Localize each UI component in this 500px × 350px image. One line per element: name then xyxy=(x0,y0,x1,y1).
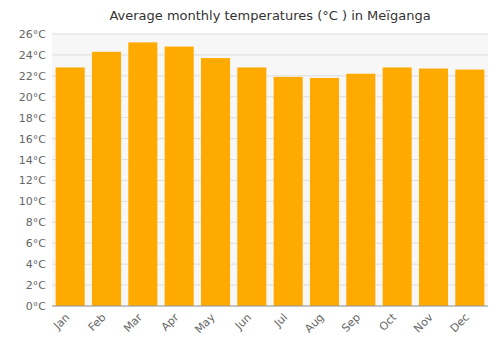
bar xyxy=(56,67,85,306)
y-tick-label: 16°C xyxy=(19,133,46,146)
x-tick-label: Jul xyxy=(271,311,290,330)
bar xyxy=(201,58,230,306)
y-tick-label: 8°C xyxy=(26,216,46,229)
bar xyxy=(128,42,157,306)
plot-area xyxy=(52,34,488,306)
bar xyxy=(237,67,266,306)
x-tick-label: Oct xyxy=(377,310,400,333)
bar xyxy=(419,69,448,306)
bar xyxy=(92,52,121,306)
y-tick-label: 2°C xyxy=(26,279,46,292)
bar xyxy=(383,67,412,306)
x-tick-label: Dec xyxy=(448,311,472,335)
bar xyxy=(346,74,375,306)
y-tick-label: 12°C xyxy=(19,174,46,187)
y-tick-label: 6°C xyxy=(26,237,46,250)
grid xyxy=(52,34,488,306)
bar xyxy=(455,70,484,306)
y-tick-label: 26°C xyxy=(19,28,46,41)
x-tick-label: Apr xyxy=(159,311,182,334)
x-tick-label: Nov xyxy=(411,311,436,336)
x-tick-label: Aug xyxy=(302,311,326,335)
x-tick-label: Jan xyxy=(50,311,72,333)
bar xyxy=(310,78,339,306)
y-tick-label: 18°C xyxy=(19,112,46,125)
x-tick-label: Mar xyxy=(121,311,145,335)
y-tick-label: 24°C xyxy=(19,49,46,62)
x-tick-label: Jun xyxy=(232,311,254,333)
y-tick-label: 14°C xyxy=(19,154,46,167)
x-tick-label: May xyxy=(192,311,218,337)
grid-line xyxy=(52,34,488,35)
bar xyxy=(165,47,194,306)
grid-line xyxy=(52,306,488,307)
x-axis-line xyxy=(52,306,488,307)
y-tick-label: 22°C xyxy=(19,70,46,83)
x-tick-label: Sep xyxy=(339,311,363,335)
chart: Average monthly temperatures (°C ) in Me… xyxy=(0,0,500,350)
y-tick-label: 0°C xyxy=(26,300,46,313)
y-tick-label: 20°C xyxy=(19,91,46,104)
y-tick-label: 4°C xyxy=(26,258,46,271)
title: Average monthly temperatures (°C ) in Me… xyxy=(109,8,430,23)
y-tick-label: 10°C xyxy=(19,195,46,208)
bars xyxy=(56,42,485,306)
bar xyxy=(274,77,303,306)
x-tick-label: Feb xyxy=(86,311,109,334)
